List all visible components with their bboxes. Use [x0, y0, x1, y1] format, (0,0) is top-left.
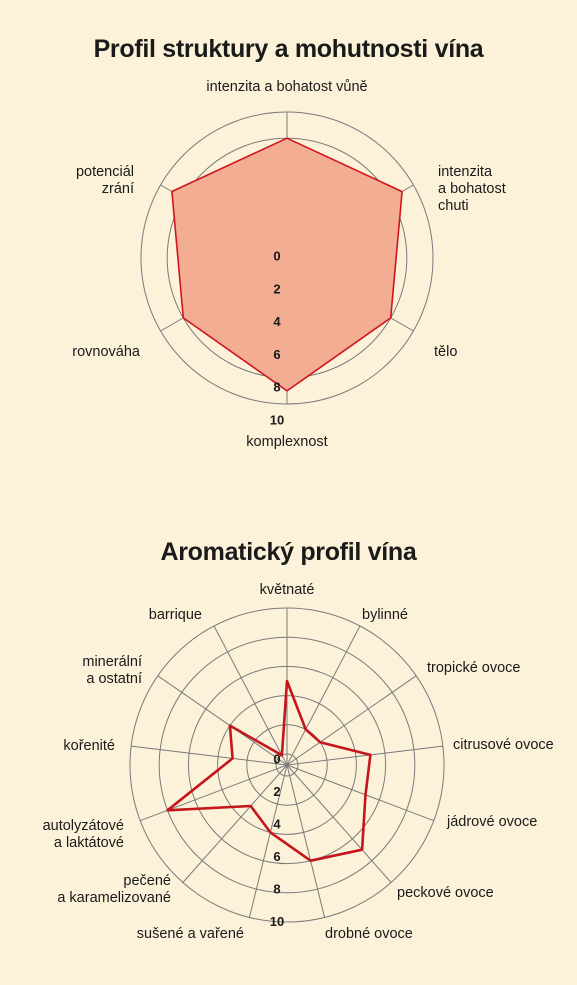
axis-label-line: intenzita a bohatost vůně [206, 79, 367, 95]
data-series-polygon [171, 137, 403, 392]
axis-label: květnaté [260, 582, 315, 598]
axis-label-line: autolyzátové [43, 818, 124, 834]
axis-label-line: barrique [149, 607, 202, 623]
axis-label: autolyzátové a laktátové [43, 818, 124, 851]
spoke-line [182, 764, 288, 883]
tick-label: 6 [273, 849, 280, 864]
axis-label-line: drobné ovoce [325, 926, 413, 942]
axis-label-line: sušené a vařené [137, 926, 244, 942]
axis-label-line: květnaté [260, 582, 315, 598]
spoke-line [286, 675, 417, 766]
axis-label: bylinné [362, 607, 408, 623]
axis-label-line: rovnováha [72, 344, 141, 360]
radar-chart-1: 0 2 4 6 8 10 intenzita a bohatost vůně intenzit… [72, 79, 505, 450]
axis-label: drobné ovoce [325, 926, 413, 942]
axis-label: tropické ovoce [427, 660, 521, 676]
tick-label: 2 [273, 784, 280, 799]
axis-label: kořenité [63, 738, 115, 754]
spoke-line [286, 625, 361, 766]
axis-label-line: chuti [438, 198, 469, 214]
axis-label: tělo [434, 344, 457, 360]
spoke-line [131, 745, 288, 766]
axis-label: barrique [149, 607, 202, 623]
tick-label: 0 [273, 752, 280, 767]
spoke-line [213, 625, 288, 766]
axis-label-line: potenciál [76, 164, 134, 180]
spoke-line [286, 764, 392, 883]
tick-label: 0 [273, 249, 280, 264]
axis-label-line: tropické ovoce [427, 660, 521, 676]
axis-label: sušené a vařené [137, 926, 244, 942]
axis-label: potenciál zrání [76, 164, 134, 197]
tick-label: 4 [273, 817, 281, 832]
axis-label: komplexnost [246, 434, 327, 450]
axis-label: intenzita a bohatost vůně [206, 79, 367, 95]
axis-label: pečené a karamelizované [57, 873, 171, 906]
axis-label-line: minerální [82, 654, 142, 670]
axis-label-line: citrusové ovoce [453, 737, 554, 753]
axis-label-line: tělo [434, 344, 457, 360]
chart-title-structure: Profil struktury a mohutnosti vína [93, 35, 484, 63]
axis-label-line: a bohatost [438, 181, 506, 197]
tick-label: 4 [273, 314, 281, 329]
axis-label-line: a karamelizované [57, 890, 171, 906]
spoke-line [286, 745, 443, 766]
spoke-line [248, 764, 288, 918]
spoke-line [140, 764, 288, 822]
tick-label: 10 [270, 914, 284, 929]
axis-label: citrusové ovoce [453, 737, 554, 753]
radar-chart-2: 0 2 4 6 8 10 květnaté bylinné tropické ovoce citr… [43, 582, 554, 942]
spoke-line [286, 764, 434, 822]
axis-label-line: pečené [123, 873, 171, 889]
tick-label: 10 [270, 413, 284, 428]
axis-label-line: kořenité [63, 738, 115, 754]
tick-label: 8 [273, 380, 280, 395]
axis-label-line: a ostatní [86, 671, 142, 687]
axis-label-line: intenzita [438, 164, 493, 180]
tick-label: 2 [273, 281, 280, 296]
axis-label-line: peckové ovoce [397, 885, 494, 901]
axis-label-line: bylinné [362, 607, 408, 623]
axis-label: intenzita a bohatost chuti [438, 164, 506, 214]
tick-label: 6 [273, 347, 280, 362]
axis-label-line: a laktátové [54, 835, 124, 851]
chart-title-aroma: Aromatický profil vína [160, 538, 417, 566]
axis-label: jádrové ovoce [446, 814, 537, 830]
spoke-line [157, 675, 288, 766]
axis-label-line: jádrové ovoce [446, 814, 537, 830]
data-series-polygon [166, 679, 372, 863]
axis-label: rovnováha [72, 344, 141, 360]
axis-label-line: komplexnost [246, 434, 327, 450]
axis-label: peckové ovoce [397, 885, 494, 901]
tick-label: 8 [273, 882, 280, 897]
spoke-line [286, 764, 326, 918]
axis-label-line: zrání [102, 181, 134, 197]
axis-label: minerální a ostatní [82, 654, 142, 687]
